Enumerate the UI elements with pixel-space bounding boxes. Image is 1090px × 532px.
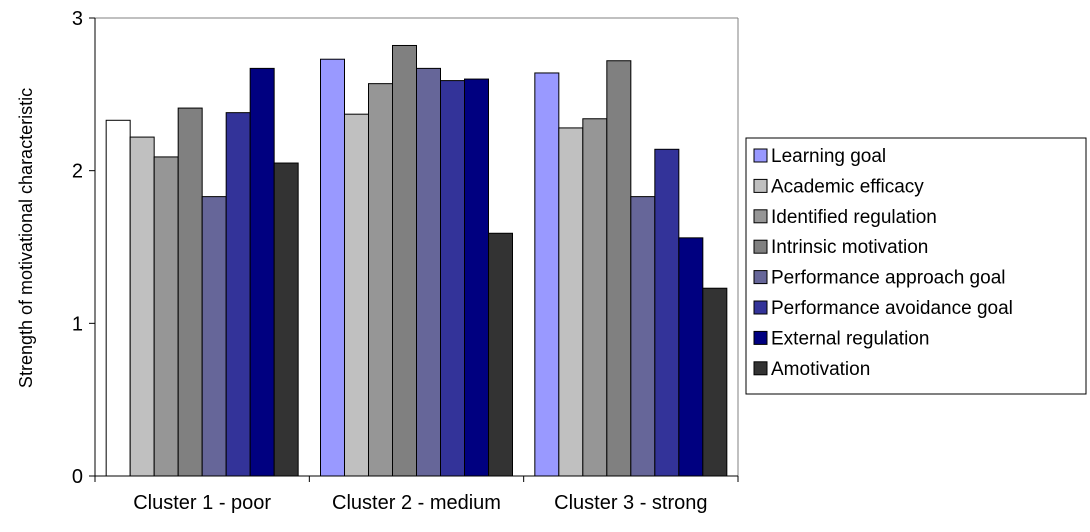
bar (344, 113, 369, 477)
bar (488, 232, 513, 477)
bar (105, 119, 131, 477)
legend-swatch (753, 270, 768, 285)
bar (320, 58, 345, 477)
legend-label: Intrinsic motivation (771, 237, 928, 258)
bar (606, 60, 632, 477)
legend-label: Performance approach goal (771, 268, 1005, 289)
legend-swatch (753, 300, 768, 315)
legend-label: External regulation (771, 328, 929, 349)
legend-swatch (753, 361, 768, 376)
legend-swatch (753, 148, 768, 163)
legend-label: Performance avoidance goal (771, 298, 1013, 319)
bar (630, 196, 656, 477)
legend-box (745, 137, 1087, 395)
bar (153, 156, 179, 477)
bar (392, 44, 417, 477)
bar (201, 196, 227, 477)
bar (129, 136, 155, 477)
legend-swatch (753, 209, 768, 224)
legend-label: Academic efficacy (771, 176, 924, 197)
y-axis-label: Strength of motivational characteristic (16, 88, 36, 388)
bar (558, 127, 584, 477)
bar (416, 67, 441, 477)
bar (654, 148, 680, 477)
bar (225, 112, 251, 477)
bar (702, 287, 728, 477)
x-tick-label: Cluster 3 - strong (554, 492, 707, 514)
legend-label: Learning goal (771, 146, 886, 167)
bar (249, 67, 275, 477)
bar (534, 72, 560, 477)
legend-swatch (753, 239, 768, 254)
x-tick-label: Cluster 1 - poor (133, 492, 271, 514)
bar (440, 80, 465, 477)
y-tick-label: 0 (72, 466, 83, 488)
y-tick-label: 3 (72, 8, 83, 30)
legend-swatch (753, 178, 768, 193)
x-tick-label: Cluster 2 - medium (332, 492, 501, 514)
legend-label: Amotivation (771, 359, 870, 380)
bar (368, 83, 393, 477)
bar (177, 107, 203, 477)
bar (678, 237, 704, 477)
bar (273, 162, 299, 477)
legend: Learning goal Academic efficacy Identified… (745, 137, 1087, 395)
y-tick-label: 2 (72, 161, 83, 183)
y-tick-label: 1 (72, 313, 83, 335)
legend-swatch (753, 330, 768, 345)
bar (582, 118, 608, 477)
bar (464, 78, 489, 477)
legend-label: Identified regulation (771, 207, 937, 228)
